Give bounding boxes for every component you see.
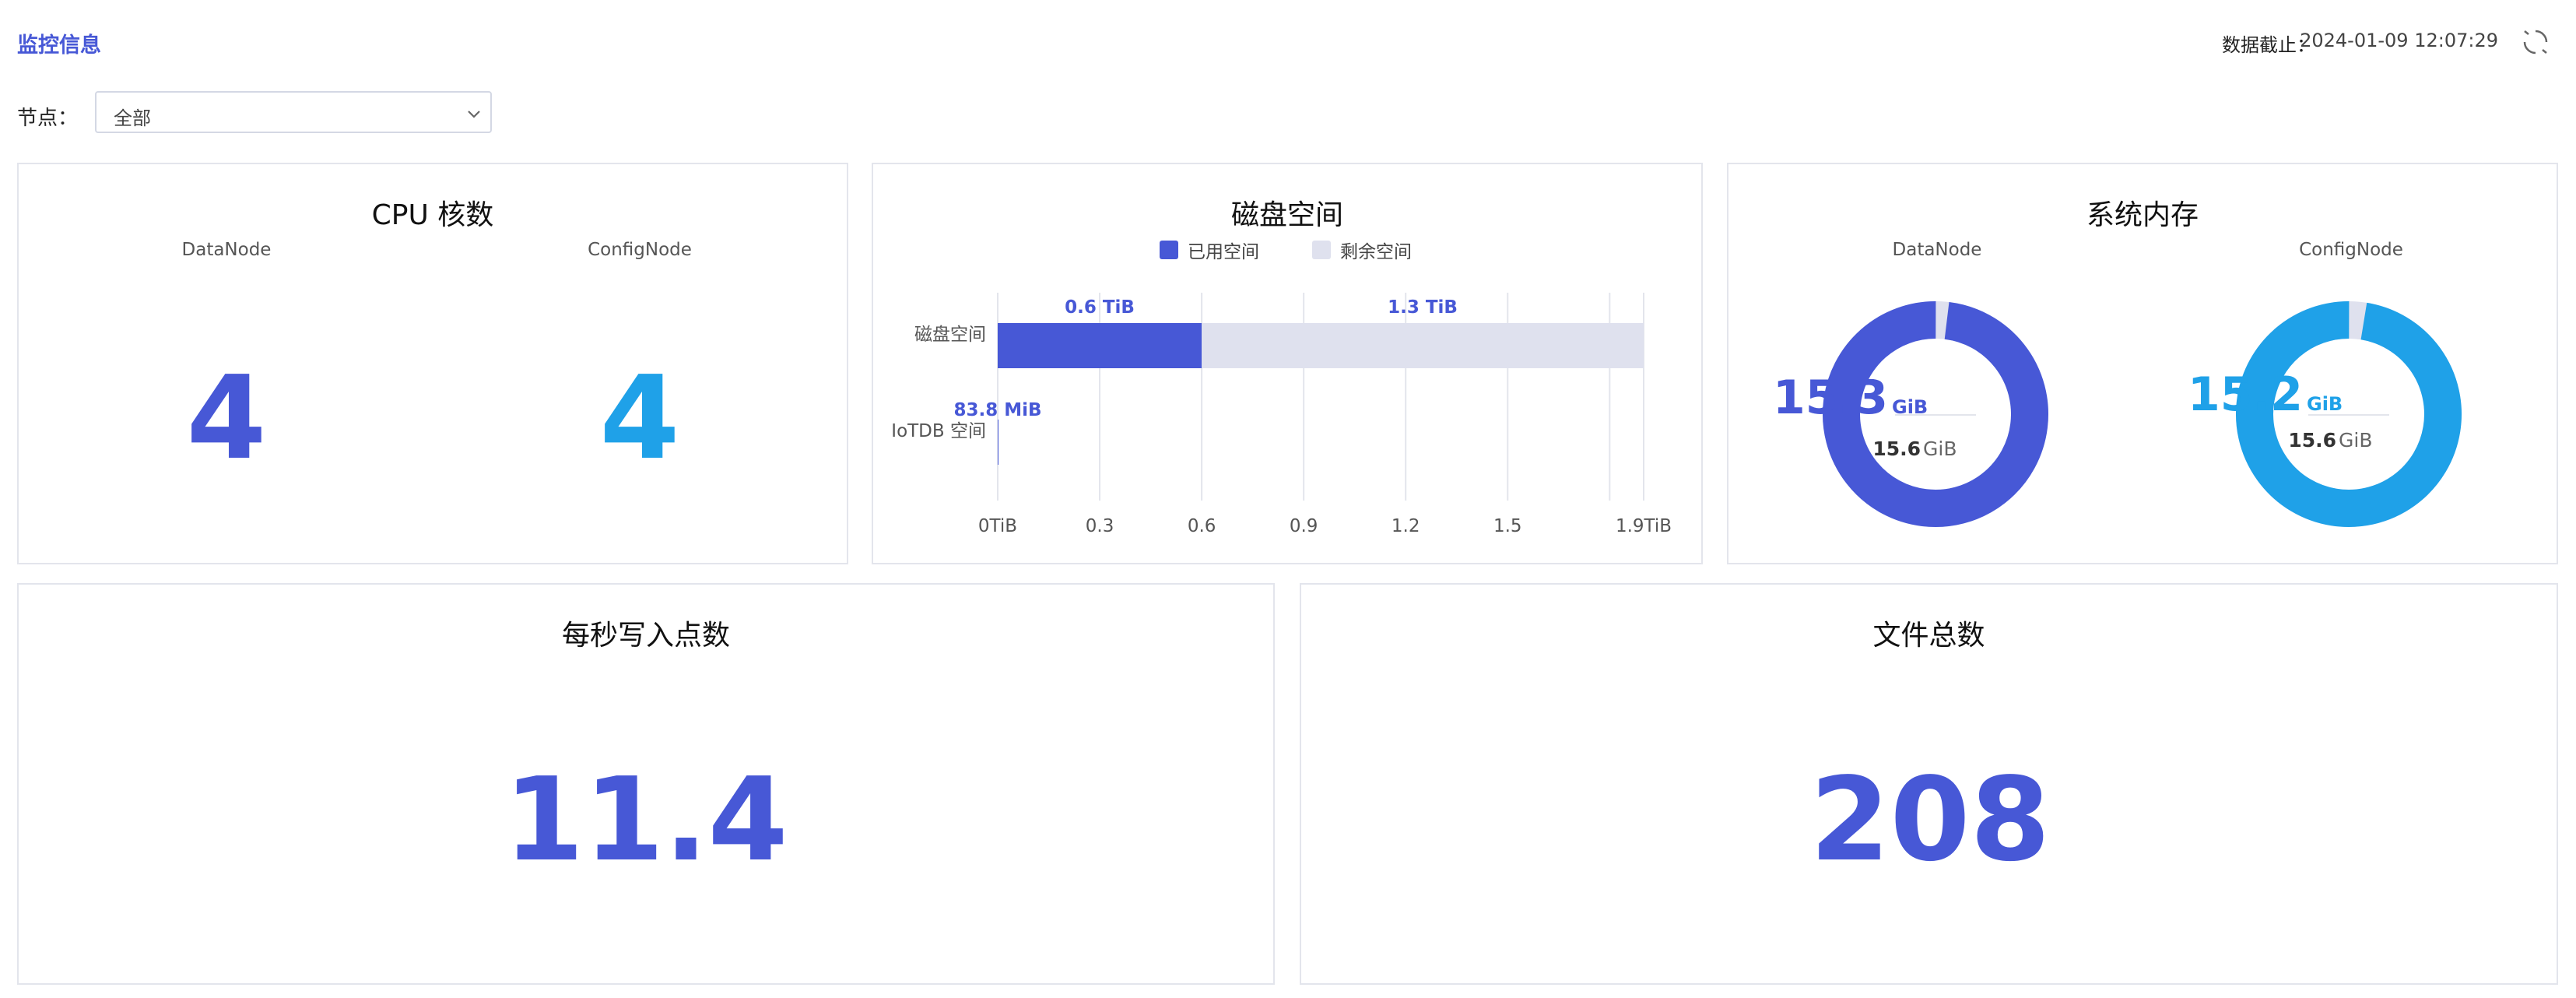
disk-x-tick-label: 0.6 bbox=[1188, 516, 1216, 536]
writes-card-title: 每秒写入点数 bbox=[561, 620, 730, 652]
memory-datanode-total: 15.6 bbox=[1872, 438, 1921, 460]
cpu-datanode-label: DataNode bbox=[181, 240, 272, 260]
node-filter-label: 节点： bbox=[17, 107, 79, 130]
memory-datanode-used: 15.3 bbox=[1773, 371, 1888, 425]
memory-card: 系统内存 DataNode ConfigNode 15.3 GiB 15.6 G… bbox=[1727, 163, 2558, 564]
memory-confignode-total-unit: GiB bbox=[2339, 429, 2372, 452]
disk-chart: 已用空间 剩余空间 0TiB 0.3 0.6 0.9 1.2 1.5 1.9TiB 磁盘空间 I… bbox=[891, 241, 1672, 536]
disk-used-bar[interactable] bbox=[998, 323, 1202, 368]
writes-card: 每秒写入点数 11.4 bbox=[17, 583, 1275, 985]
page-title: 监控信息 bbox=[17, 33, 101, 58]
legend-used-label[interactable]: 已用空间 bbox=[1188, 242, 1259, 262]
node-select[interactable]: 全部 bbox=[95, 91, 492, 133]
donut-confignode bbox=[2236, 301, 2462, 527]
donut-used-slice[interactable] bbox=[1823, 301, 2048, 527]
memory-confignode-used-unit: GiB bbox=[2307, 393, 2343, 415]
refresh-button[interactable] bbox=[2520, 26, 2551, 58]
memory-datanode-used-unit: GiB bbox=[1892, 396, 1928, 418]
disk-free-value-label: 1.3 TiB bbox=[1388, 297, 1458, 318]
memory-confignode-total: 15.6 bbox=[2288, 429, 2336, 452]
cpu-confignode-label: ConfigNode bbox=[588, 240, 692, 260]
writes-value: 11.4 bbox=[504, 753, 788, 887]
memory-datanode-total-unit: GiB bbox=[1923, 438, 1957, 460]
donut-datanode bbox=[1823, 301, 2048, 527]
timestamp-value: 2024-01-09 12:07:29 bbox=[2300, 30, 2498, 51]
memory-donuts: 15.3 GiB 15.6 GiB 15.2 GiB 15.6 GiB bbox=[1773, 301, 2462, 527]
refresh-icon[interactable] bbox=[2520, 26, 2551, 58]
disk-y-category-label: IoTDB 空间 bbox=[891, 421, 986, 441]
disk-card: 磁盘空间 已用空间 剩余空间 0TiB 0.3 0.6 0.9 1.2 1.5 1.9TiB… bbox=[872, 163, 1703, 564]
memory-confignode-label: ConfigNode bbox=[2299, 240, 2403, 260]
chevron-down-icon[interactable] bbox=[464, 104, 484, 124]
timestamp-label: 数据截止： bbox=[2222, 34, 2315, 56]
cpu-card-title: CPU 核数 bbox=[371, 199, 494, 231]
disk-card-title: 磁盘空间 bbox=[1230, 199, 1343, 231]
files-card: 文件总数 208 bbox=[1300, 583, 2558, 985]
cpu-confignode-value: 4 bbox=[599, 351, 680, 485]
disk-x-tick-label: 0.9 bbox=[1290, 516, 1318, 536]
iotdb-used-value-label: 83.8 MiB bbox=[953, 400, 1041, 420]
legend-free-label[interactable]: 剩余空间 bbox=[1340, 242, 1412, 262]
cpu-card: CPU 核数 DataNode ConfigNode 4 4 bbox=[17, 163, 848, 564]
disk-x-tick-label: 0TiB bbox=[978, 516, 1017, 536]
disk-x-tick-label: 1.5 bbox=[1493, 516, 1522, 536]
memory-card-title: 系统内存 bbox=[2086, 199, 2199, 231]
files-value: 208 bbox=[1809, 753, 2051, 887]
disk-y-category-label: 磁盘空间 bbox=[914, 325, 986, 345]
legend-used-swatch[interactable] bbox=[1160, 241, 1178, 259]
files-card-title: 文件总数 bbox=[1872, 620, 1985, 652]
legend-free-swatch[interactable] bbox=[1312, 241, 1331, 259]
disk-x-tick-label: 0.3 bbox=[1086, 516, 1114, 536]
disk-x-tick-label: 1.9TiB bbox=[1616, 516, 1672, 536]
memory-confignode-used: 15.2 bbox=[2188, 367, 2303, 422]
node-select-value: 全部 bbox=[114, 107, 151, 129]
disk-free-bar[interactable] bbox=[1202, 323, 1644, 368]
cpu-datanode-value: 4 bbox=[186, 351, 267, 485]
disk-x-tick-label: 1.2 bbox=[1392, 516, 1420, 536]
disk-used-value-label: 0.6 TiB bbox=[1065, 297, 1135, 318]
memory-datanode-label: DataNode bbox=[1892, 240, 1982, 260]
